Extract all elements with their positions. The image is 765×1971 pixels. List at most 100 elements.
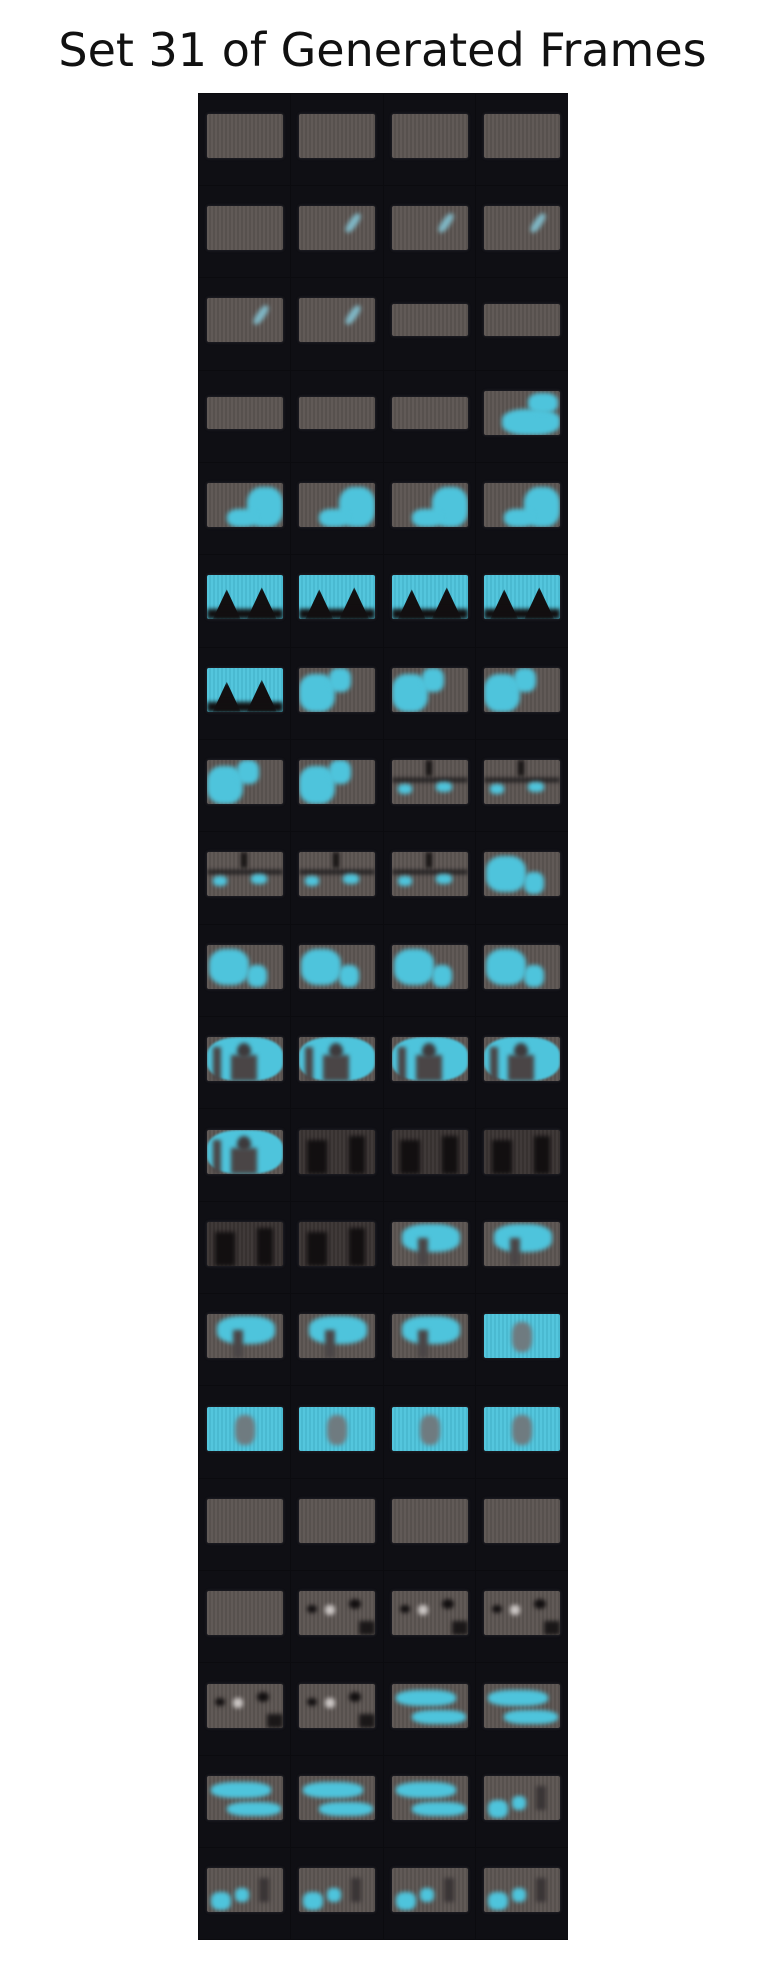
frame-cell (383, 1848, 475, 1940)
frame-cell (476, 924, 568, 1016)
frame-cell (198, 185, 290, 278)
frame-cell (383, 1017, 475, 1109)
frame-cell (476, 93, 568, 185)
frame-thumbnail (299, 1129, 376, 1174)
frame-thumbnail (484, 944, 561, 989)
frame-thumbnail (206, 1129, 283, 1174)
frame-thumbnail (391, 1591, 468, 1636)
frame-cell (291, 370, 383, 462)
frame-thumbnail (206, 1591, 283, 1636)
frame-thumbnail (206, 1498, 283, 1543)
frame-cell (198, 370, 290, 462)
frame-cell (291, 924, 383, 1016)
frame-thumbnail (391, 1683, 468, 1728)
frame-cell (291, 1755, 383, 1848)
frame-thumbnail (299, 575, 376, 620)
frame-cell (476, 1201, 568, 1294)
frame-cell (383, 1571, 475, 1663)
frame-cell (383, 647, 475, 739)
frame-thumbnail (206, 760, 283, 805)
frame-cell (476, 1386, 568, 1478)
frame-cell (198, 1478, 290, 1571)
frame-thumbnail (299, 1775, 376, 1820)
frame-cell (383, 924, 475, 1016)
frame-thumbnail (206, 1775, 283, 1820)
frame-cell (476, 1478, 568, 1571)
frame-thumbnail (206, 1406, 283, 1451)
frame-cell (383, 1755, 475, 1848)
frame-cell (476, 1571, 568, 1663)
frame-thumbnail (391, 852, 468, 897)
frame-thumbnail (484, 1591, 561, 1636)
frame-cell (476, 462, 568, 555)
frame-cell (383, 1294, 475, 1386)
frame-cell (476, 1663, 568, 1755)
frame-cell (476, 647, 568, 739)
frame-thumbnail (299, 760, 376, 805)
frame-cell (383, 1663, 475, 1755)
frame-thumbnail (206, 396, 283, 429)
frame-cell (291, 1201, 383, 1294)
frame-cell (383, 185, 475, 278)
frame-thumbnail (391, 113, 468, 158)
frame-cell (198, 1755, 290, 1848)
frame-cell (198, 1109, 290, 1201)
frame-thumbnail (391, 1314, 468, 1359)
frame-thumbnail (484, 1498, 561, 1543)
frame-thumbnail (206, 298, 283, 343)
frame-thumbnail (391, 483, 468, 528)
frame-cell (198, 462, 290, 555)
frame-cell (383, 370, 475, 462)
frame-cell (383, 739, 475, 832)
frame-thumbnail (484, 113, 561, 158)
frame-thumbnail (484, 304, 561, 337)
frame-cell (291, 1848, 383, 1940)
frame-cell (198, 832, 290, 924)
frame-cell (383, 832, 475, 924)
frame-thumbnail (484, 1683, 561, 1728)
frame-thumbnail (484, 1129, 561, 1174)
frame-cell (291, 1663, 383, 1755)
frame-thumbnail (391, 396, 468, 429)
frame-cell (198, 1017, 290, 1109)
frame-cell (476, 555, 568, 647)
frame-thumbnail (391, 1406, 468, 1451)
frame-thumbnail (299, 206, 376, 251)
frame-thumbnail (299, 113, 376, 158)
frame-cell (291, 185, 383, 278)
frame-thumbnail (391, 206, 468, 251)
frame-thumbnail (391, 304, 468, 337)
frame-thumbnail (391, 1868, 468, 1913)
frame-thumbnail (484, 1406, 561, 1451)
frame-thumbnail (391, 1775, 468, 1820)
frame-thumbnail (206, 483, 283, 528)
frame-thumbnail (484, 760, 561, 805)
frame-thumbnail (299, 1591, 376, 1636)
frame-cell (198, 739, 290, 832)
frame-cell (291, 1109, 383, 1201)
frame-cell (198, 93, 290, 185)
frame-cell (476, 1294, 568, 1386)
frame-thumbnail (299, 1868, 376, 1913)
frame-thumbnail (484, 206, 561, 251)
frame-thumbnail (206, 667, 283, 712)
frame-cell (383, 278, 475, 370)
frame-cell (291, 1478, 383, 1571)
frame-cell (476, 370, 568, 462)
frame-thumbnail (206, 1868, 283, 1913)
frame-cell (476, 1109, 568, 1201)
frame-cell (198, 1663, 290, 1755)
frame-cell (291, 1017, 383, 1109)
frame-thumbnail (391, 575, 468, 620)
frame-thumbnail (299, 1314, 376, 1359)
frame-cell (383, 462, 475, 555)
frame-thumbnail (391, 1498, 468, 1543)
frame-thumbnail (299, 944, 376, 989)
frame-cell (291, 93, 383, 185)
frame-thumbnail (484, 1314, 561, 1359)
frame-cell (476, 832, 568, 924)
frame-cell (476, 1848, 568, 1940)
frame-cell (383, 555, 475, 647)
frame-cell (198, 1294, 290, 1386)
frame-thumbnail (206, 113, 283, 158)
